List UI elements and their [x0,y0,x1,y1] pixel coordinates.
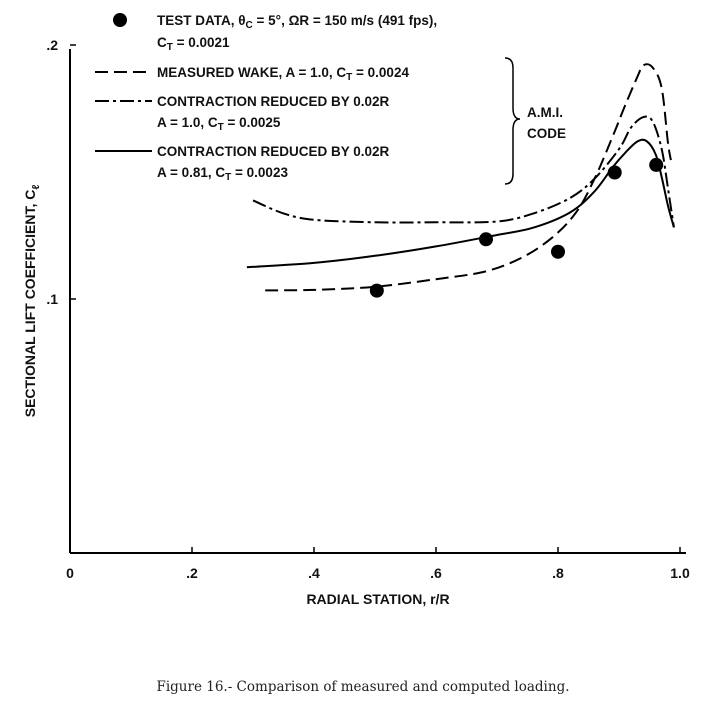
legend-test-data-line2: CT = 0.0021 [157,35,230,53]
test-point-group [369,157,664,298]
legend-test-data-line1: TEST DATA, θC = 5°, ΩR = 150 m/s (491 fp… [157,13,437,31]
legend-bracket [504,57,521,185]
x-tick-label: .6 [430,565,442,581]
test-data-point [649,157,664,172]
y-tick-label: .2 [46,37,58,53]
legend-measured-wake-label: MEASURED WAKE, A = 1.0, CT = 0.0024 [157,65,409,83]
x-tick-label: 0 [66,565,74,581]
test-data-point [369,283,384,298]
y-tick-label: .1 [46,291,58,307]
legend-contraction-a-line2: A = 1.0, CT = 0.0025 [157,115,281,133]
legend-contraction-b-line2: A = 0.81, CT = 0.0023 [157,165,288,183]
figure-caption: Figure 16.- Comparison of measured and c… [156,679,570,695]
test-data-point [479,232,494,247]
legend-bracket-label-line1: A.M.I. [527,105,563,120]
x-axis-label: RADIAL STATION, r/R [306,591,449,607]
y-axis-label: SECTIONAL LIFT COEFFICIENT, Cℓ [22,185,42,418]
x-tick-label: .8 [552,565,564,581]
x-tick-label: 1.0 [670,565,690,581]
legend-contraction-b-line1: CONTRACTION REDUCED BY 0.02R [157,144,390,159]
legend-contraction-a-line1: CONTRACTION REDUCED BY 0.02R [157,94,390,109]
tick-group: 0 .2 .4 .6 .8 1.0 .1 .2 [46,37,690,581]
legend: TEST DATA, θC = 5°, ΩR = 150 m/s (491 fp… [95,13,566,185]
legend-bracket-label-line2: CODE [527,126,566,141]
x-tick-label: .4 [308,565,320,581]
test-data-point [551,244,565,259]
test-data-point [607,165,622,180]
series-line-dash-dot [252,115,675,228]
x-tick-label: .2 [186,565,198,581]
legend-test-data-marker [113,13,127,27]
